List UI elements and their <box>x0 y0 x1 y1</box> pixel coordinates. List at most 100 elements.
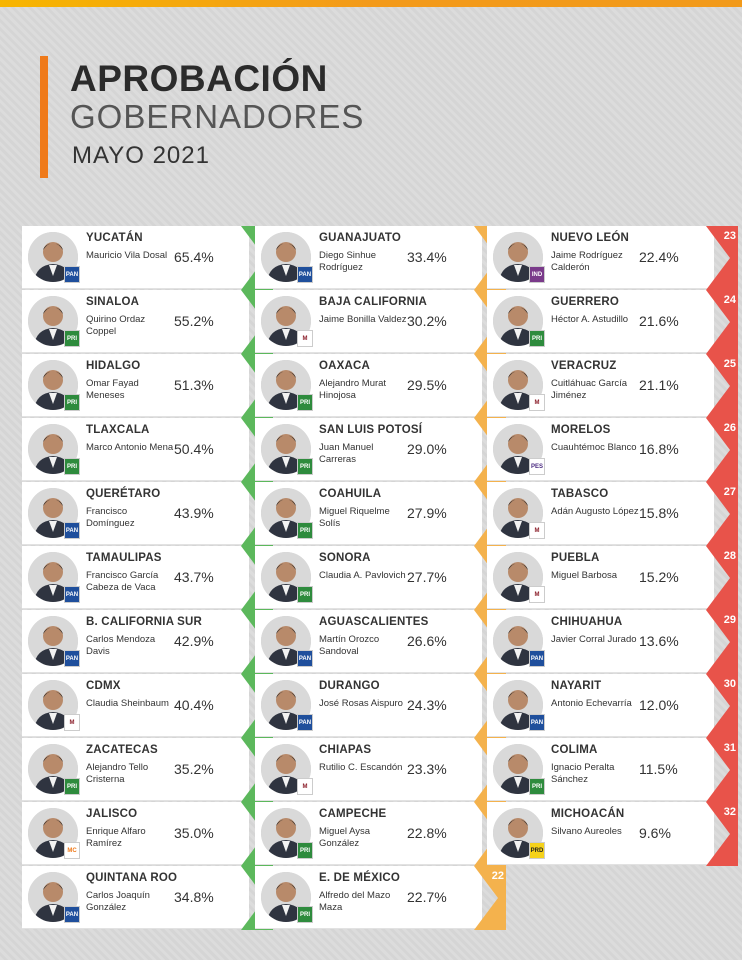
state-name: B. CALIFORNIA SUR <box>86 616 203 628</box>
rank-strip: 22 <box>466 866 506 930</box>
governor-name: Ignacio Peralta Sánchez <box>551 762 615 785</box>
governor-name: Alejandro Tello Cristerna <box>86 762 149 785</box>
photo-head <box>43 626 63 646</box>
party-logo: PRI <box>297 394 313 411</box>
rank-number: 28 <box>723 550 736 562</box>
party-logo: M <box>297 330 313 347</box>
rank-strip-shape <box>706 674 738 738</box>
ranking-row: 24 PRI GUERRERO Héctor A. Astudillo 21.6% <box>487 290 738 354</box>
person-silhouette-icon <box>261 872 311 922</box>
state-name: SONORA <box>319 552 371 564</box>
photo-hair <box>276 819 296 826</box>
rank-strip-shape <box>706 226 738 290</box>
photo-hair <box>276 691 296 698</box>
photo-shirt <box>514 329 522 340</box>
governor-name: Mauricio Vila Dosal <box>86 250 168 261</box>
governor-name: Carlos Joaquín González <box>86 890 150 913</box>
photo-hair <box>276 371 296 378</box>
governor-name: Marco Antonio Mena <box>86 442 174 453</box>
approval-value: 42.9% <box>174 633 214 649</box>
photo-head <box>276 882 296 902</box>
governor-name: Francisco García Cabeza de Vaca <box>86 570 159 593</box>
photo-hair <box>276 307 296 314</box>
rank-number: 26 <box>723 422 736 434</box>
state-name: GUERRERO <box>551 296 620 308</box>
governor-photo <box>261 680 311 730</box>
photo-shirt <box>282 713 290 724</box>
governor-name: Héctor A. Astudillo <box>551 314 629 325</box>
rank-strip-shape <box>706 802 738 866</box>
page-date: MAYO 2021 <box>72 142 210 169</box>
photo-head <box>43 562 63 582</box>
ranking-row: 32 PRD MICHOACÁN Silvano Aureoles 9.6% <box>487 802 738 866</box>
photo-head <box>508 498 528 518</box>
photo-hair <box>276 755 296 762</box>
rank-strip-chevron <box>706 226 738 290</box>
photo-head <box>508 434 528 454</box>
governor-name: Juan Manuel Carreras <box>319 442 374 465</box>
governor-name: Diego Sinhue Rodríguez <box>319 250 377 273</box>
photo-shirt <box>282 777 290 788</box>
approval-value: 43.9% <box>174 505 214 521</box>
photo-head <box>276 370 296 390</box>
state-name: MORELOS <box>551 424 611 436</box>
person-silhouette-icon <box>28 616 78 666</box>
rank-strip-chevron <box>706 354 738 418</box>
photo-hair <box>43 819 63 826</box>
photo-head <box>43 498 63 518</box>
photo-shirt <box>514 649 522 660</box>
governor-name: Cuitláhuac García Jiménez <box>551 378 628 401</box>
person-silhouette-icon <box>28 296 78 346</box>
state-name: NAYARIT <box>551 680 602 692</box>
party-logo: PRI <box>297 586 313 603</box>
photo-shirt <box>514 521 522 532</box>
photo-head <box>43 242 63 262</box>
approval-value: 12.0% <box>639 697 679 713</box>
photo-head <box>276 306 296 326</box>
rank-number: 27 <box>723 486 736 498</box>
state-name: SAN LUIS POTOSÍ <box>319 424 423 436</box>
rank-strip-shape <box>474 866 506 930</box>
governor-name: Claudia Sheinbaum <box>86 698 169 709</box>
party-logo: PAN <box>64 906 80 923</box>
approval-value: 43.7% <box>174 569 214 585</box>
party-logo: M <box>64 714 80 731</box>
photo-hair <box>276 627 296 634</box>
approval-value: 30.2% <box>407 313 447 329</box>
photo-hair <box>508 435 528 442</box>
photo-head <box>276 434 296 454</box>
party-logo: PAN <box>297 714 313 731</box>
governor-photo <box>28 680 78 730</box>
state-name: COAHUILA <box>319 488 382 500</box>
photo-head <box>508 626 528 646</box>
state-name: GUANAJUATO <box>319 232 402 244</box>
party-logo: PAN <box>529 650 545 667</box>
photo-shirt <box>49 265 57 276</box>
photo-head <box>508 818 528 838</box>
party-logo: PAN <box>64 522 80 539</box>
governor-name: Miguel Barbosa <box>551 570 618 581</box>
approval-value: 16.8% <box>639 441 679 457</box>
state-name: VERACRUZ <box>551 360 617 372</box>
photo-shirt <box>514 457 522 468</box>
state-name: QUINTANA ROO <box>86 872 178 884</box>
photo-head <box>276 754 296 774</box>
photo-hair <box>43 755 63 762</box>
photo-head <box>43 818 63 838</box>
rank-strip-chevron <box>706 482 738 546</box>
rank-strip-shape <box>706 738 738 802</box>
governor-photo <box>28 552 78 602</box>
rank-strip: 25 <box>698 354 738 418</box>
approval-value: 29.0% <box>407 441 447 457</box>
ranking-row: 25 M VERACRUZ Cuitláhuac García Jiménez 21.1… <box>487 354 738 418</box>
photo-shirt <box>49 777 57 788</box>
photo-shirt <box>514 777 522 788</box>
ranking-row: 23 IND NUEVO LEÓN Jaime Rodríguez Calderón 2… <box>487 226 738 290</box>
title-accent-bar <box>40 56 48 178</box>
state-name: HIDALGO <box>86 360 141 372</box>
